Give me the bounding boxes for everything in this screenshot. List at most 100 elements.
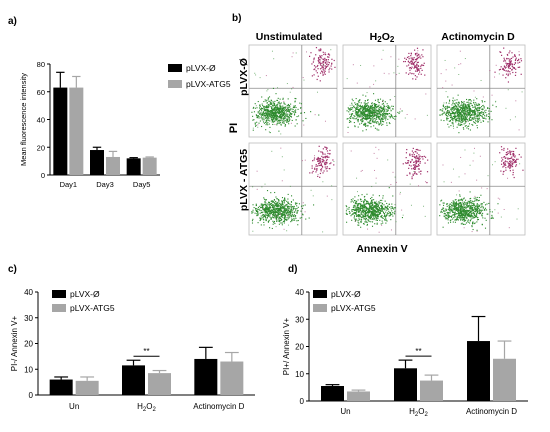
flow-dot	[287, 106, 289, 108]
legend-label-1: pLVX-ATG5	[186, 79, 231, 89]
flow-dot	[360, 111, 362, 113]
flow-dot	[279, 120, 281, 122]
flow-dot	[286, 110, 288, 112]
flow-dot	[350, 199, 352, 201]
flow-dot	[454, 219, 456, 221]
flow-dot	[263, 203, 265, 205]
flow-dot	[468, 212, 470, 214]
flow-dot	[252, 204, 254, 206]
flow-dot	[463, 110, 465, 113]
flow-dot	[464, 105, 466, 107]
flow-dot	[460, 117, 463, 119]
flow-dot	[283, 114, 285, 116]
flow-dot	[371, 225, 374, 227]
flow-dot	[460, 218, 462, 220]
flow-dot	[468, 104, 470, 106]
flow-dot	[403, 60, 405, 63]
flow-dot	[473, 197, 475, 199]
flow-dot	[455, 203, 457, 205]
flow-dot	[462, 111, 464, 114]
flow-dot	[507, 58, 509, 60]
flow-dot	[271, 200, 273, 202]
flow-dot	[521, 91, 523, 93]
flow-dot	[296, 220, 298, 222]
flow-dot	[352, 64, 354, 66]
flow-dot	[457, 203, 459, 205]
flow-dot	[402, 214, 404, 216]
flow-dot	[447, 111, 449, 113]
flow-dot	[325, 160, 328, 162]
flow-dot	[283, 216, 286, 218]
flow-dot	[444, 212, 446, 214]
flow-dot	[288, 120, 290, 122]
flow-dot	[517, 208, 519, 210]
flow-dot	[449, 206, 452, 208]
flow-dot	[373, 215, 375, 217]
flow-dot	[353, 105, 355, 107]
flow-dot	[464, 107, 466, 109]
flow-dot	[359, 108, 361, 110]
flow-dot	[476, 109, 478, 111]
flow-dot	[276, 116, 278, 118]
flow-dot	[382, 116, 384, 118]
flow-dot	[478, 112, 481, 114]
flow-dot	[520, 73, 522, 75]
flow-dot	[470, 201, 472, 203]
flow-dot	[358, 219, 360, 221]
flow-dot	[363, 216, 365, 218]
flow-dot	[457, 210, 459, 212]
flow-dot	[391, 203, 393, 205]
flow-dot	[265, 119, 267, 121]
flow-dot	[357, 206, 359, 208]
flow-dot	[482, 96, 484, 98]
flow-dot	[276, 208, 279, 210]
flow-dot	[355, 202, 357, 205]
flow-dot	[353, 200, 356, 202]
flow-dot	[359, 123, 361, 125]
flow-dot	[280, 111, 282, 113]
flow-dot	[320, 164, 322, 166]
flow-dot	[357, 108, 359, 111]
flow-dot	[268, 206, 270, 208]
flow-dot	[368, 210, 370, 212]
flow-dot	[444, 107, 446, 109]
flow-dot	[351, 210, 353, 213]
flow-dot	[450, 118, 452, 120]
flow-dot	[366, 92, 368, 94]
flow-dot	[351, 219, 353, 221]
flow-dot	[263, 119, 265, 121]
flow-dot	[367, 106, 369, 108]
flow-dot	[463, 101, 465, 103]
flow-dot	[272, 200, 275, 202]
flow-dot	[399, 193, 401, 195]
flow-dot	[364, 111, 366, 113]
flow-dot	[470, 114, 472, 116]
flow-dot	[294, 113, 296, 115]
flow-cytometry-grid: Unstimulated H2O2 Actinomycin D pLVX-Ø p…	[228, 31, 526, 255]
flow-dot	[508, 52, 510, 54]
flow-dot	[463, 119, 466, 121]
flow-dot	[259, 207, 262, 209]
flow-dot	[474, 112, 476, 114]
flow-panel-r0-c1	[342, 44, 432, 138]
flow-dot	[459, 118, 461, 120]
flow-dot	[447, 110, 449, 112]
flow-dot	[499, 51, 501, 53]
flow-dot	[381, 119, 383, 121]
flow-dot	[354, 115, 356, 117]
flow-dot	[473, 106, 475, 108]
flow-dot	[446, 112, 448, 114]
flow-dot	[294, 202, 297, 204]
flow-dot	[371, 218, 373, 220]
flow-dot	[455, 120, 457, 122]
flow-dot	[415, 166, 418, 168]
flow-dot	[294, 97, 296, 100]
flow-dot	[283, 219, 286, 221]
flow-dot	[413, 167, 415, 169]
flow-dot	[267, 214, 269, 216]
flow-dot	[279, 216, 281, 218]
flow-dot	[385, 112, 387, 114]
flow-dot	[323, 58, 325, 61]
flow-dot	[512, 56, 514, 58]
flow-dot	[381, 58, 383, 60]
